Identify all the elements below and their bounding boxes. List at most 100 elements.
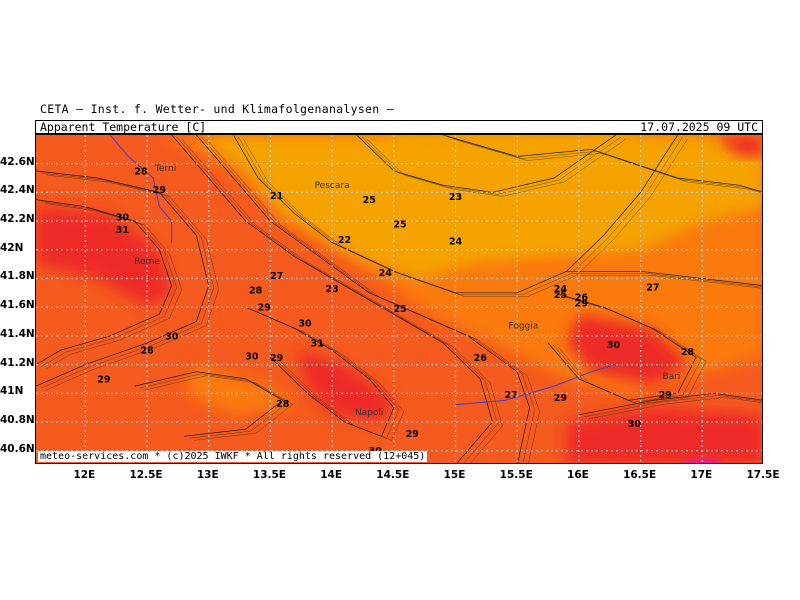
isotherm-line [181,138,503,463]
longitude-tick-label: 15E [443,469,466,481]
contour-value-label: 25 [363,195,376,206]
contour-value-label: 29 [153,185,166,196]
city-label-pescara: Pescara [315,181,350,191]
contour-value-label: 29 [554,393,567,404]
longitude-tick-label: 14E [320,469,343,481]
isotherm-line [571,273,762,288]
contour-value-label: 28 [249,286,263,297]
city-label-layer: Terni Pescara Rome Foggia Bari Napoli [134,164,680,418]
contour-value-label: 30 [628,419,642,430]
contour-value-label: 29 [406,429,419,440]
contour-value-label: 27 [270,271,283,282]
map-title-bar: Apparent Temperature [C] 17.07.2025 09 U… [35,120,763,134]
contour-value-label: 26 [474,353,488,364]
temperature-zone-7 [714,135,762,157]
latitude-tick-label: 42.6N [0,155,35,168]
longitude-tick-label: 12.5E [129,469,163,481]
isotherm-layer [36,135,762,463]
temperature-zone-5 [566,314,690,387]
latitude-tick-label: 42.2N [0,213,35,226]
valid-time-label: 17.07.2025 09 UTC [640,120,758,134]
isotherm-line [40,172,214,389]
isotherm-line [45,203,182,369]
contour-value-label: 28 [140,346,154,357]
city-label-terni: Terni [154,164,176,174]
temperature-zone-1 [196,135,762,279]
temperature-fill-layer [36,135,762,463]
contour-value-label: 30 [245,352,259,363]
contour-value-label: 25 [554,290,567,301]
city-label-napoli: Napoli [355,408,383,418]
temperature-zone-6 [566,407,762,463]
parameter-label: Apparent Temperature [C] [40,120,207,134]
isotherm-line [443,135,762,193]
region-border-line [455,364,617,406]
longitude-tick-label: 15.5E [499,469,533,481]
contour-value-label: 30 [607,340,621,351]
longitude-tick-label: 14.5E [376,469,410,481]
contour-value-label: 31 [311,339,324,350]
isotherm-line [243,138,688,298]
contour-value-label: 30 [298,319,312,330]
isotherm-line [206,138,540,463]
isotherm-line [255,310,405,441]
city-label-foggia: Foggia [508,322,538,332]
contour-value-label: 22 [338,235,351,246]
isotherm-line [583,395,762,418]
contour-value-label: 29 [575,298,588,309]
isotherm-line [557,296,707,405]
temperature-zone-4 [295,350,394,422]
latitude-tick-label: 41N [0,385,24,398]
isotherm-line [139,373,289,439]
longitude-tick-label: 17E [690,469,713,481]
latitude-tick-label: 41.8N [0,270,35,283]
contour-value-label: 24 [554,284,568,295]
isotherm-line [45,174,219,391]
latitude-tick-label: 42.4N [0,184,35,197]
contour-value-label: 30 [116,212,130,223]
contour-value-label: 24 [449,237,463,248]
temperature-map[interactable]: Terni Pescara Rome Foggia Bari Napoli 28 29 30 3… [36,135,763,464]
temperature-zone-3 [36,206,172,308]
latitude-tick-label: 42N [0,241,24,254]
contour-value-label: 23 [449,192,462,203]
contour-value-label: 23 [325,284,338,295]
contour-value-label: 27 [646,283,659,294]
contour-value-label: 26 [575,293,589,304]
isotherm-line [578,392,762,416]
contour-value-label: 29 [97,374,110,385]
isotherm-line [171,135,493,463]
isotherm-line [588,397,762,420]
latitude-tick-label: 40.8N [0,413,35,426]
contour-value-label: 25 [393,304,406,315]
isotherm-line [566,270,762,286]
contour-value-label: 27 [504,390,517,401]
contour-value-label: 28 [276,399,290,410]
contour-value-label: 24 [379,268,393,279]
longitude-tick-label: 17.5E [746,469,780,481]
isotherm-line [356,135,617,193]
latitude-tick-label: 41.4N [0,327,35,340]
contour-value-label: 29 [258,303,271,314]
contour-value-label: 30 [165,331,179,342]
copyright-notice: meteo-services.com * (c)2025 IWKF * All … [38,451,428,462]
isotherm-line [144,375,294,441]
latitude-tick-label: 40.6N [0,442,35,455]
graticule-layer [36,135,762,463]
isotherm-line [250,308,400,439]
contour-value-label: 29 [659,390,672,401]
isotherm-line [453,138,762,194]
longitude-tick-label: 13.5E [252,469,286,481]
map-panel[interactable]: Terni Pescara Rome Foggia Bari Napoli 28 29 30 3… [35,134,763,464]
city-label-rome: Rome [134,257,160,267]
isotherm-line [176,136,498,463]
contour-value-label: 28 [134,166,148,177]
institute-header: CETA – Inst. f. Wetter- und Klimafolgena… [40,102,394,116]
contour-value-label: 21 [270,191,283,202]
isotherm-line [448,136,762,193]
contour-value-label: 25 [393,220,406,231]
isotherm-line [361,136,622,195]
temperature-zone-2 [369,135,653,171]
city-label-bari: Bari [663,372,681,382]
isotherm-line [40,201,177,367]
